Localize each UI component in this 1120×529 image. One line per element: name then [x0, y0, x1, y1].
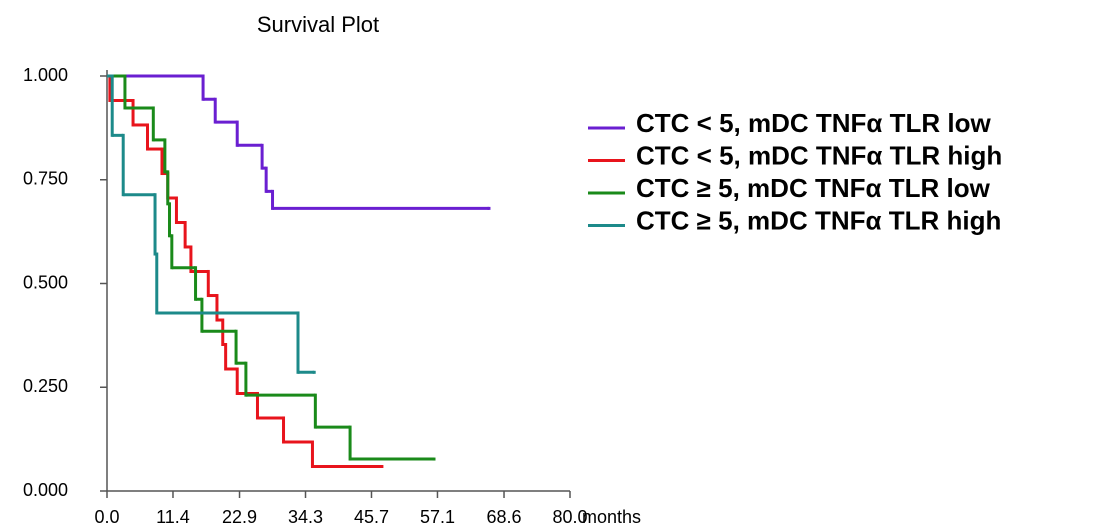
y-tick-label: 0.750	[23, 169, 68, 189]
legend-label: CTC < 5, mDC TNFα TLR high	[636, 140, 1002, 170]
x-tick-label: 22.9	[222, 507, 257, 527]
x-tick-label: 0.0	[94, 507, 119, 527]
x-tick-label: 57.1	[420, 507, 455, 527]
y-tick-label: 0.500	[23, 272, 68, 292]
y-tick-label: 0.250	[23, 376, 68, 396]
y-tick-label: 0.000	[23, 480, 68, 500]
x-tick-label: 34.3	[288, 507, 323, 527]
y-tick-label: 1.000	[23, 65, 68, 85]
x-tick-label: 80.0	[552, 507, 587, 527]
legend-label: CTC ≥ 5, mDC TNFα TLR high	[636, 205, 1001, 235]
x-tick-label: 11.4	[156, 507, 190, 527]
chart-title: Survival Plot	[257, 12, 379, 37]
x-axis-label: months	[582, 507, 641, 527]
legend-label: CTC ≥ 5, mDC TNFα TLR low	[636, 173, 991, 203]
x-tick-label: 45.7	[354, 507, 389, 527]
x-tick-label: 68.6	[486, 507, 521, 527]
legend-label: CTC < 5, mDC TNFα TLR low	[636, 108, 991, 138]
